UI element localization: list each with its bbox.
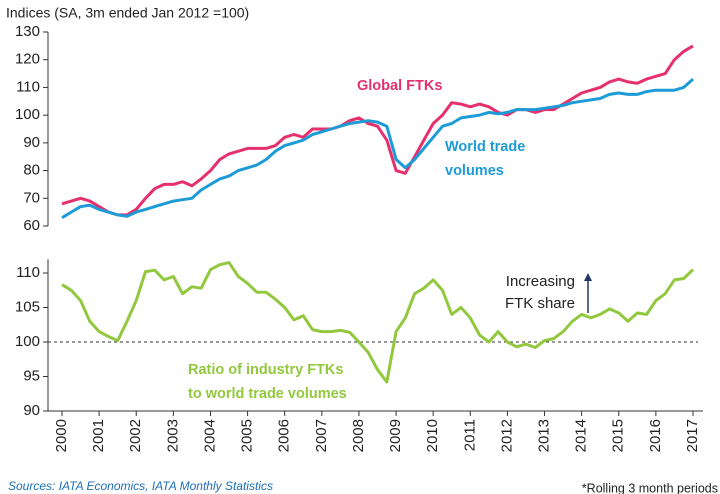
y-tick-label: 90 — [23, 402, 40, 419]
x-tick-label: 2013 — [535, 419, 552, 452]
y-tick-label: 90 — [23, 134, 40, 151]
series-label: World trade — [445, 139, 525, 155]
x-tick-label: 2016 — [647, 419, 664, 452]
annotation: Increasing — [506, 273, 575, 290]
y-tick-label: 60 — [23, 217, 40, 234]
x-tick-label: 2002 — [127, 419, 144, 452]
x-tick-label: 2004 — [201, 419, 218, 452]
y-tick-label: 100 — [15, 333, 40, 350]
arrow-head — [584, 273, 592, 281]
x-tick-label: 2005 — [239, 419, 256, 452]
y-tick-label: 110 — [16, 264, 40, 281]
source: Sources: IATA Economics, IATA Monthly St… — [8, 479, 273, 493]
series-line — [61, 261, 695, 384]
x-tick-label: 2012 — [498, 419, 515, 452]
series-label: Global FTKs — [357, 78, 442, 94]
y-axis-label: Indices (SA, 3m ended Jan 2012 =100) — [6, 5, 249, 21]
series-label: volumes — [445, 163, 504, 179]
series-line — [61, 77, 694, 219]
x-tick-label: 2006 — [276, 419, 293, 452]
annotation: FTK share — [505, 295, 575, 312]
y-tick-label: 105 — [15, 298, 40, 315]
x-tick-label: 2008 — [350, 419, 367, 452]
x-tick-label: 2009 — [387, 419, 404, 452]
note: *Rolling 3 month periods — [582, 481, 718, 494]
x-tick-label: 2001 — [90, 419, 107, 452]
x-tick-label: 2000 — [53, 419, 70, 452]
x-tick-label: 2003 — [164, 419, 181, 452]
x-tick-label: 2017 — [684, 419, 701, 452]
y-tick-label: 95 — [23, 367, 40, 384]
x-tick-label: 2015 — [610, 419, 627, 452]
y-tick-label: 80 — [23, 162, 40, 179]
x-tick-label: 2014 — [573, 419, 590, 452]
series-label: to world trade volumes — [188, 386, 347, 402]
y-tick-label: 70 — [23, 189, 40, 206]
series-line — [61, 44, 694, 217]
series-label: Ratio of industry FTKs — [188, 362, 343, 378]
y-tick-label: 110 — [16, 78, 40, 95]
x-tick-label: 2007 — [313, 419, 330, 452]
y-tick-label: 100 — [15, 106, 40, 123]
x-tick-label: 2010 — [424, 419, 441, 452]
x-tick-label: 2011 — [461, 419, 478, 451]
y-tick-label: 120 — [15, 51, 40, 68]
y-tick-label: 130 — [15, 23, 40, 40]
